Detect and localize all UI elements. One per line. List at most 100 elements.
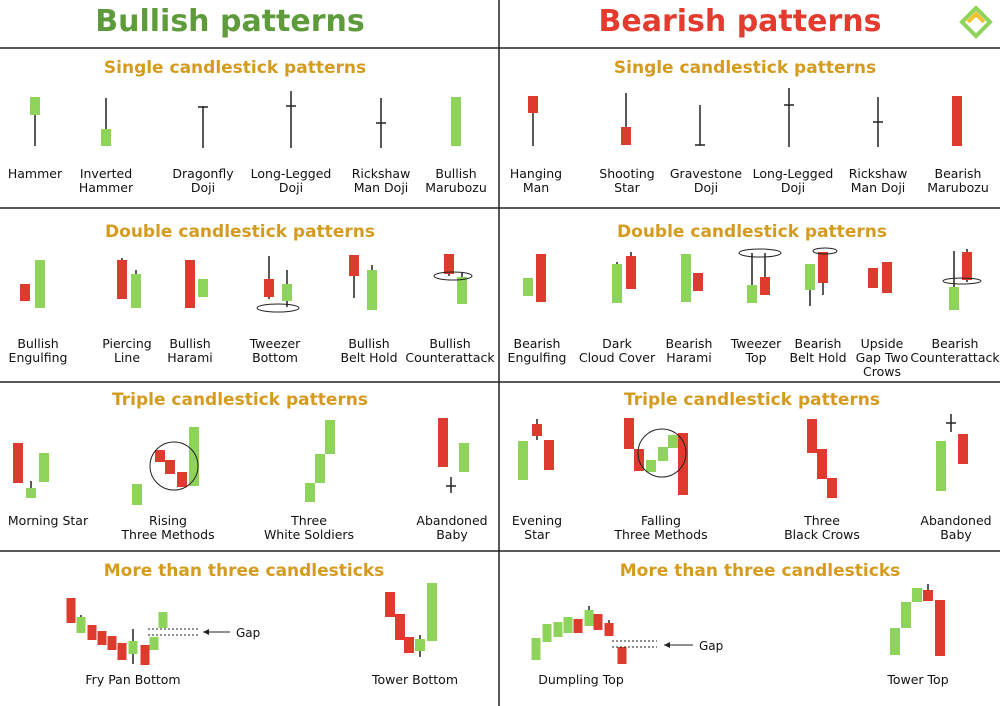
candle-body <box>128 641 138 654</box>
candle-body <box>536 254 546 302</box>
bull-triple-label: Rising Three Methods <box>121 513 215 542</box>
candle-body <box>438 418 448 467</box>
candle-body <box>868 268 878 288</box>
gap-arrowhead <box>664 642 670 648</box>
candle-body <box>457 277 467 304</box>
candle-body <box>149 637 159 650</box>
bullish-header: Bullish patterns <box>95 4 365 39</box>
candle-body <box>901 602 911 628</box>
bear-triple-title: Triple candlestick patterns <box>624 390 880 410</box>
candle-body <box>612 264 622 303</box>
candle-body <box>542 624 552 642</box>
bull-single-label: Dragonfly Doji <box>172 166 234 195</box>
candle-body <box>165 460 175 474</box>
bull-double-label: Bullish Counterattack <box>405 336 495 365</box>
bear-single-label: Long-Legged Doji <box>752 166 834 195</box>
candle-body <box>107 636 117 650</box>
bear-triple-label: Evening Star <box>511 513 563 542</box>
bull-double-label: Bullish Belt Hold <box>340 336 398 365</box>
candle-body <box>451 97 461 146</box>
candle-body <box>132 484 142 505</box>
candle-body <box>584 610 594 626</box>
bull-single-label: Inverted Hammer <box>78 166 134 195</box>
candle-body <box>626 256 636 289</box>
candle-body <box>935 600 945 656</box>
bear-single-label: Rickshaw Man Doji <box>848 166 908 195</box>
candle-body <box>131 274 141 308</box>
candle-body <box>817 449 827 479</box>
bear-double-label: Bearish Belt Hold <box>789 336 847 365</box>
candle-body <box>658 447 668 461</box>
candle-body <box>646 460 656 472</box>
candle-body <box>30 97 40 115</box>
candle-body <box>367 270 377 310</box>
bear-triple-label: Falling Three Methods <box>614 513 708 542</box>
candle-body <box>198 279 208 297</box>
candle-body <box>427 583 437 641</box>
candle-body <box>305 483 315 502</box>
highlight-ellipse <box>433 271 473 281</box>
candle-body <box>264 279 274 297</box>
candle-body <box>13 443 23 483</box>
bull-triple-title: Triple candlestick patterns <box>112 390 368 410</box>
bear-more-title: More than three candlesticks <box>619 561 901 581</box>
candle-body <box>573 619 583 633</box>
candle-body <box>805 264 815 290</box>
candle-body <box>35 260 45 308</box>
bear-triple-label: Three Black Crows <box>784 513 860 542</box>
candle-body <box>890 628 900 655</box>
candle-body <box>518 441 528 480</box>
candle-body <box>415 639 425 651</box>
candle-body <box>117 260 127 299</box>
candle-body <box>912 588 922 602</box>
bull-double-label: Tweezer Bottom <box>249 336 301 365</box>
bull-single-label: Long-Legged Doji <box>250 166 332 195</box>
candle-body <box>747 285 757 303</box>
bull-single-label: Rickshaw Man Doji <box>351 166 411 195</box>
candle-body <box>97 631 107 645</box>
candle-body <box>20 284 30 301</box>
candle-body <box>681 254 691 302</box>
gap-label: Gap <box>236 626 260 640</box>
candle-body <box>26 488 36 498</box>
candle-body <box>807 419 817 453</box>
candle-body <box>668 435 678 448</box>
highlight-ellipse <box>812 247 838 255</box>
candle-body <box>962 252 972 280</box>
gap-arrowhead <box>203 629 209 635</box>
candle-body <box>827 478 837 498</box>
bear-double-label: Tweezer Top <box>730 336 782 365</box>
candle-body <box>39 453 49 482</box>
candle-body <box>544 440 554 470</box>
bull-single-title: Single candlestick patterns <box>103 58 367 78</box>
candle-body <box>282 284 292 301</box>
candle-body <box>882 262 892 293</box>
candle-body <box>189 427 199 486</box>
bear-double-label: Dark Cloud Cover <box>578 336 656 365</box>
bull-single-label: Bullish Marubozu <box>425 166 487 195</box>
candle-body <box>553 622 563 637</box>
bear-single-label: Gravestone Doji <box>669 166 743 195</box>
bull-more-label: Fry Pan Bottom <box>85 672 181 687</box>
bull-more-label: Tower Bottom <box>371 672 459 687</box>
bear-double-label: Bearish Counterattack <box>910 336 1000 365</box>
candle-body <box>140 645 150 665</box>
candle-body <box>531 638 541 660</box>
candle-body <box>936 441 946 491</box>
bear-single-label: Shooting Star <box>599 166 655 195</box>
candle-body <box>87 625 97 640</box>
candle-body <box>593 614 603 630</box>
bear-triple-label: Abandoned Baby <box>920 513 992 542</box>
highlight-circle <box>149 441 199 491</box>
candle-body <box>760 277 770 295</box>
bull-triple-label: Abandoned Baby <box>416 513 488 542</box>
bull-single-label: Hammer <box>7 166 63 181</box>
candle-body <box>958 434 968 464</box>
candle-body <box>444 254 454 274</box>
candle-body <box>325 420 335 454</box>
bear-double-label: Bearish Engulfing <box>507 336 567 365</box>
bear-single-label: Bearish Marubozu <box>927 166 989 195</box>
candle-body <box>532 424 542 436</box>
candle-body <box>523 278 533 296</box>
